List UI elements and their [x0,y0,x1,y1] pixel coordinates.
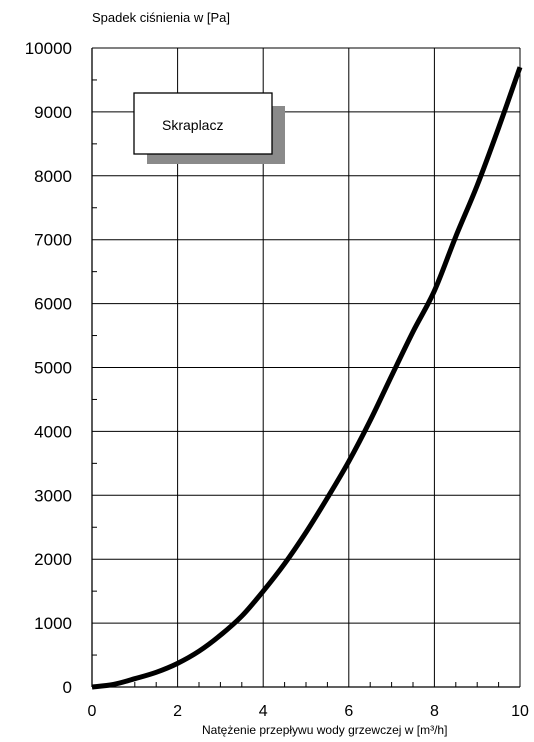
legend: Skraplacz [133,92,285,164]
x-tick-label: 8 [430,703,439,720]
y-tick-label: 10000 [25,39,72,58]
y-tick-label: 0 [63,678,72,697]
series-line-skraplacz [91,66,523,690]
x-tick-label: 4 [259,703,268,720]
x-tick-label: 6 [344,703,353,720]
y-tick-label: 5000 [34,359,72,378]
y-tick-label: 9000 [34,103,72,122]
minor-ticks [92,79,500,687]
y-tick-label: 8000 [34,167,72,186]
grid [92,47,521,687]
y-tick-label: 7000 [34,231,72,250]
x-tick-label: 10 [511,703,529,720]
y-tick-label: 2000 [34,550,72,569]
y-tick-label: 4000 [34,422,72,441]
legend-frame [133,92,273,155]
y-tick-labels: 0 1000 2000 3000 4000 5000 6000 7000 8000 9000 100… [25,39,72,697]
legend-label: Skraplacz [162,117,223,133]
y-tick-label: 1000 [34,614,72,633]
y-tick-label: 3000 [34,486,72,505]
y-tick-label: 6000 [34,295,72,314]
x-tick-label: 0 [88,703,97,720]
series [91,66,523,690]
axes [91,48,520,688]
y-axis-label: Spadek ciśnienia w [Pa] [92,10,231,25]
x-tick-label: 2 [173,703,182,720]
x-tick-labels: 0 2 4 6 8 10 [88,703,529,720]
x-axis-label: Natężenie przepływu wody grzewczej w [m³… [202,723,448,737]
